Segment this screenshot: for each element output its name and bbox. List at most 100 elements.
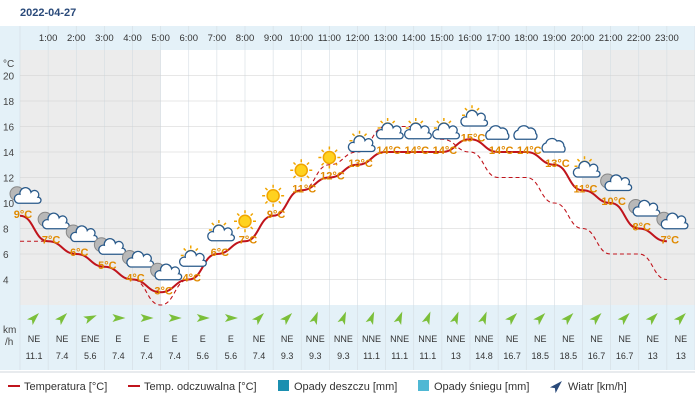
cloud-shape: [179, 250, 207, 267]
temperature-label: 12°C: [320, 171, 345, 183]
wind-arrow-icon: [26, 313, 40, 326]
y-tick-label: 14: [3, 148, 15, 159]
wind-speed-label: 7.4: [140, 351, 153, 361]
cloud-shape: [432, 122, 460, 140]
temperature-label: 4°C: [183, 273, 202, 285]
wind-speed-label: 5.6: [84, 351, 97, 361]
sun-ray: [321, 149, 325, 153]
temperature-labels: 9°C7°C6°C5°C4°C3°C4°C6°C7°C9°C11°C12°C13…: [14, 132, 679, 297]
wind-speed-label: 5.6: [197, 351, 210, 361]
wind-arrow-icon: [673, 313, 686, 326]
wind-speed-label: 11.1: [26, 351, 43, 361]
moon-cloud-icon: [9, 186, 42, 204]
wind-arrow-icon: [168, 314, 182, 322]
wind-direction-label: NNE: [475, 334, 494, 344]
wind-panel: km/h NE 11.1 NE 7.4 ENE 5.6 E 7.4 E 7.4 E 7.4 E 5.6 E 5.…: [3, 311, 687, 361]
wind-arrow-shape: [196, 314, 210, 322]
cloud-icon: [541, 137, 566, 153]
sun-ray: [223, 222, 227, 226]
wind-arrow-icon: [365, 311, 375, 326]
sun-ray: [334, 162, 338, 166]
sun-ray: [250, 226, 254, 230]
wind-arrow-icon: [561, 313, 574, 326]
wind-speed-label: 7.4: [168, 351, 181, 361]
temperature-label: 15°C: [461, 132, 486, 144]
sun-ray: [334, 149, 338, 153]
wind-direction-label: NE: [647, 334, 660, 344]
hour-tick-label: 3:00: [95, 33, 114, 44]
sun-cloud-icon: [460, 105, 489, 127]
y-tick-label: 10: [3, 199, 15, 210]
legend-label: Temperatura [°C]: [24, 381, 107, 393]
wind-arrow-icon: [505, 313, 518, 326]
wind-speed-label: 13: [648, 351, 658, 361]
temperature-label: 3°C: [154, 285, 173, 297]
wind-direction-label: NE: [56, 334, 69, 344]
temperature-line: [19, 138, 667, 294]
sun-ray: [380, 120, 384, 124]
wind-arrow-icon: [55, 313, 68, 326]
wind-speed-label: 13: [451, 351, 461, 361]
sun-icon: [318, 146, 341, 169]
y-tick-label: 6: [3, 250, 9, 261]
moon-cloud-icon: [65, 224, 98, 243]
sun-ray: [351, 133, 356, 137]
wind-arrow-shape: [112, 314, 126, 322]
sun-disc: [294, 163, 308, 177]
sun-cloud-icon: [375, 118, 404, 140]
sun-disc: [238, 214, 252, 228]
sun-disc: [322, 150, 337, 165]
sun-disc: [266, 189, 280, 203]
sun-ray: [236, 212, 240, 217]
cloud-shape: [98, 238, 126, 255]
temperature-label: 6°C: [211, 247, 230, 259]
cloud-shape: [513, 125, 538, 140]
wind-arrow-shape: [309, 311, 318, 326]
temperature-label: 6°C: [70, 247, 89, 259]
wind-direction-label: NE: [534, 334, 547, 344]
sun-ray: [448, 120, 452, 124]
temperature-label: 7°C: [239, 234, 258, 246]
legend-color-box: [418, 380, 429, 391]
sun-cloud-icon: [572, 156, 601, 178]
sun-ray: [464, 107, 468, 111]
wind-speed-label: 11.1: [363, 351, 380, 361]
sun-ray: [476, 107, 480, 111]
wind-arrow-icon: [478, 311, 487, 326]
sun-ray: [278, 200, 282, 205]
wind-arrow-shape: [421, 311, 431, 326]
sun-ray: [420, 120, 424, 124]
wind-arrow-shape: [83, 315, 97, 325]
wind-arrow-icon: [140, 314, 154, 322]
wind-speed-label: 9.3: [281, 351, 294, 361]
wind-arrow-icon: [83, 315, 97, 325]
moon-cloud-icon: [628, 199, 661, 217]
cloud-icon: [513, 125, 538, 140]
sun-ray: [408, 120, 412, 124]
wind-direction-label: NNE: [334, 334, 353, 344]
wind-speed-label: 16.7: [616, 351, 634, 361]
wind-arrow-shape: [140, 314, 154, 322]
wind-arrow-shape: [673, 313, 686, 326]
temperature-label: 4°C: [126, 273, 145, 285]
y-axis-panel: [0, 26, 20, 370]
hour-tick-label: 7:00: [208, 33, 227, 44]
date-label: 2022-04-27: [20, 7, 76, 19]
temperature-label: 14°C: [376, 145, 401, 157]
cloud-shape: [604, 174, 633, 192]
sun-ray: [321, 162, 325, 166]
wind-speed-label: 7.4: [253, 351, 266, 361]
cloud-shape: [375, 122, 404, 140]
temperature-label: 11°C: [292, 183, 316, 195]
cloud-shape: [41, 212, 70, 230]
sun-ray: [306, 161, 310, 166]
wind-arrow-shape: [533, 313, 546, 326]
cloud-shape: [572, 160, 601, 178]
legend: Temperatura [°C] Temp. odczuwalna [°C] Opa…: [0, 371, 695, 394]
sun-ray: [436, 120, 440, 124]
hour-tick-label: 5:00: [151, 33, 170, 44]
wind-arrow-shape: [224, 314, 238, 322]
hour-tick-label: 12:00: [346, 33, 370, 44]
hour-tick-label: 9:00: [264, 33, 283, 44]
